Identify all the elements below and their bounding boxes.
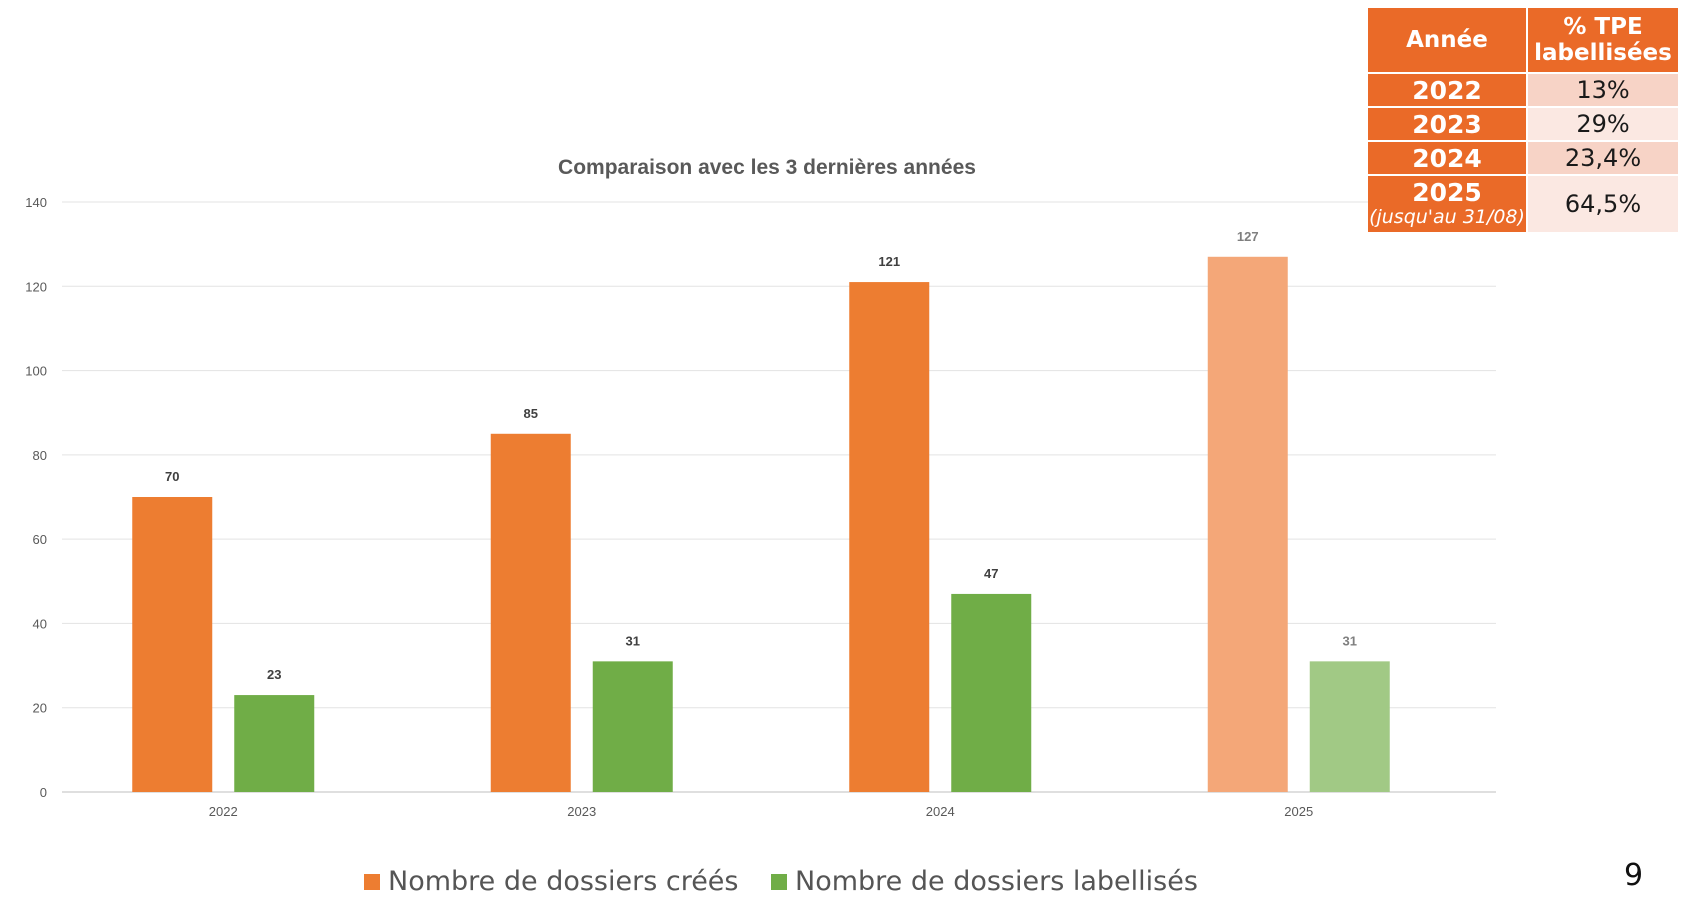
table-row: 2025 (jusqu'au 31/08) 64,5%: [1368, 176, 1678, 232]
legend-swatch: [771, 873, 787, 890]
bar: [234, 695, 315, 792]
y-tick-label: 100: [25, 364, 47, 379]
data-label: 47: [984, 566, 998, 581]
table-pct: 13%: [1528, 74, 1678, 106]
data-label: 127: [1237, 229, 1259, 244]
data-label: 23: [267, 667, 281, 682]
bar: [951, 593, 1032, 792]
bar: [490, 433, 571, 792]
table-header-pct: % TPE labellisées: [1528, 8, 1678, 72]
percentage-table: Année % TPE labellisées 2022 13% 2023 29…: [1366, 6, 1680, 234]
table-year: 2023: [1368, 108, 1526, 140]
legend-label: Nombre de dossiers créés: [388, 866, 739, 897]
table-year: 2025 (jusqu'au 31/08): [1368, 176, 1526, 232]
page-number: 9: [1624, 858, 1644, 893]
bar: [592, 661, 673, 792]
table-pct: 23,4%: [1528, 142, 1678, 174]
bar: [132, 497, 213, 792]
x-tick-label: 2024: [926, 804, 955, 819]
y-tick-label: 20: [33, 701, 47, 716]
chart-title: Comparaison avec les 3 dernières années: [558, 156, 976, 179]
y-tick-label: 140: [25, 195, 47, 210]
bar: [1309, 661, 1390, 792]
x-tick-label: 2022: [209, 804, 238, 819]
data-label: 85: [524, 406, 538, 421]
table-year: 2022: [1368, 74, 1526, 106]
data-label: 70: [165, 469, 179, 484]
y-tick-label: 0: [40, 785, 47, 800]
table-pct: 29%: [1528, 108, 1678, 140]
table-row: 2024 23,4%: [1368, 142, 1678, 174]
y-tick-label: 60: [33, 532, 47, 547]
table-row: 2022 13%: [1368, 74, 1678, 106]
table-year: 2024: [1368, 142, 1526, 174]
table-year-label: 2025: [1412, 178, 1482, 207]
data-label: 121: [878, 254, 900, 269]
data-label: 31: [1343, 633, 1357, 648]
legend-item-labelled: Nombre de dossiers labellisés: [771, 866, 1198, 897]
bar: [849, 282, 930, 792]
legend-swatch: [364, 873, 380, 890]
table-header-year: Année: [1368, 8, 1526, 72]
legend-label: Nombre de dossiers labellisés: [795, 866, 1198, 897]
data-label: 31: [626, 633, 640, 648]
x-tick-label: 2025: [1284, 804, 1313, 819]
bar: [1207, 256, 1288, 792]
y-tick-label: 120: [25, 279, 47, 294]
y-tick-label: 40: [33, 616, 47, 631]
table-pct: 64,5%: [1528, 176, 1678, 232]
legend-item-created: Nombre de dossiers créés: [364, 866, 739, 897]
chart-legend: Nombre de dossiers créés Nombre de dossi…: [0, 866, 1706, 897]
table-row: 2023 29%: [1368, 108, 1678, 140]
x-tick-label: 2023: [567, 804, 596, 819]
table-year-note: (jusqu'au 31/08): [1369, 206, 1525, 228]
y-tick-label: 80: [33, 448, 47, 463]
